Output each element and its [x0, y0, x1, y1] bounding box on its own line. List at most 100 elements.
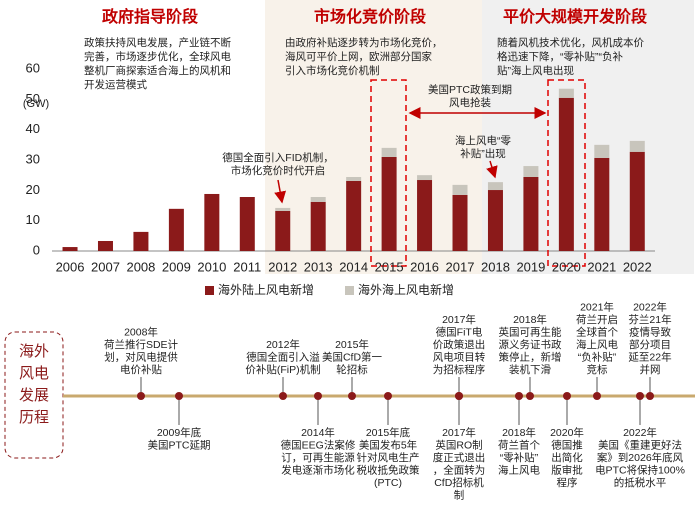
event-text: 2009年底: [157, 426, 202, 439]
annotation: 海上风电“零: [455, 134, 511, 147]
event-text: 轮招标: [336, 363, 368, 376]
event-text: 2020年: [550, 426, 584, 439]
event-text: 发电逐渐市场化: [281, 463, 355, 476]
event-text: 源义务证书政: [499, 338, 562, 351]
phase-text: 开发运营模式: [84, 78, 147, 91]
event-text: 2014年: [301, 426, 335, 439]
event-text: 2018年: [513, 313, 547, 326]
event-dot: [636, 392, 644, 400]
y-tick-label: 50: [26, 91, 40, 106]
timeline-title: 风电: [19, 365, 49, 382]
event-text: 德国全面引入溢: [246, 350, 320, 363]
bar: [381, 147, 397, 157]
event-text: 策停止，新增: [499, 350, 562, 363]
bar: [168, 208, 184, 251]
y-tick-label: 0: [33, 242, 40, 257]
x-tick-label: 2016: [410, 259, 439, 274]
event-dot: [455, 392, 463, 400]
bar: [629, 151, 645, 251]
timeline-title: 发展: [19, 387, 49, 404]
arrow: [486, 160, 498, 179]
event-text: 荷兰开启: [576, 313, 618, 326]
x-tick-label: 2006: [56, 259, 85, 274]
x-tick-label: 2021: [587, 259, 616, 274]
y-tick-label: 60: [26, 60, 40, 75]
event-dot: [137, 392, 145, 400]
event-text: 2017年: [442, 313, 476, 326]
bar: [487, 190, 503, 251]
phase-title: 市场化竞价阶段: [314, 7, 427, 26]
event-dot: [563, 392, 571, 400]
annotation: 美国PTC政策到期: [428, 83, 512, 96]
event-dot: [348, 392, 356, 400]
legend-label: 海外陆上风电新增: [218, 282, 314, 297]
phase-title: 政府指导阶段: [102, 7, 199, 26]
event-text: 德国EEG法案修: [281, 438, 356, 451]
bar: [523, 166, 539, 177]
y-tick-label: 20: [26, 182, 40, 197]
bar: [594, 144, 610, 158]
event-text: 海上风电: [576, 338, 618, 351]
bar: [62, 247, 78, 251]
phase-text: 政策扶持风电发展，产业链不断: [84, 36, 231, 49]
bar: [417, 180, 433, 251]
bar: [346, 176, 362, 181]
event-text: 延至22年: [628, 350, 671, 363]
event-text: 德国推: [551, 438, 583, 451]
event-dot: [175, 392, 183, 400]
phase-bg: [265, 0, 482, 274]
event-text: 2008年: [124, 325, 158, 338]
event-text: 针对风电生产: [357, 451, 420, 464]
event-dot: [515, 392, 523, 400]
event-text: 部分项目: [629, 338, 671, 351]
x-tick-label: 2014: [339, 259, 368, 274]
event-text: 风电项目转: [433, 350, 486, 363]
phase-text: 随着风机技术优化，风机成本价: [497, 36, 644, 49]
event-text: 德国FiT电: [436, 325, 483, 338]
x-tick-label: 2008: [126, 259, 155, 274]
phase-text: 贴”海上风电出现: [497, 64, 574, 77]
event-dot: [314, 392, 322, 400]
event-text: 2012年: [266, 338, 300, 351]
event-text: 版审批: [551, 463, 583, 476]
event-text: 划，对风电提供: [104, 350, 178, 363]
x-tick-label: 2013: [304, 259, 333, 274]
x-tick-label: 2011: [233, 259, 261, 274]
annotation: 风电抢装: [449, 96, 491, 109]
y-axis-label: (GW): [23, 98, 49, 110]
legend-swatch: [205, 286, 214, 295]
legend-swatch: [345, 286, 354, 295]
annotation: 市场化竞价时代开启: [231, 164, 326, 177]
bar: [629, 140, 645, 152]
bar: [558, 88, 574, 98]
x-tick-label: 2010: [197, 259, 226, 274]
phase-text: 格迅速下降，“零补贴”“负补: [497, 50, 623, 63]
event-text: 2015年: [335, 338, 369, 351]
x-tick-label: 2007: [91, 259, 120, 274]
event-text: 2022年: [623, 426, 657, 439]
event-text: “零补贴”: [500, 451, 539, 464]
bar: [452, 184, 468, 195]
y-tick-label: 10: [26, 212, 40, 227]
event-text: 2021年: [580, 300, 614, 313]
event-text: 2017年: [442, 426, 476, 439]
event-text: 税收抵免政策: [357, 463, 420, 476]
event-text: CfD招标机: [434, 476, 484, 489]
bar: [346, 180, 362, 251]
bar: [133, 231, 149, 251]
phase-title: 平价大规模开发阶段: [503, 7, 648, 26]
event-text: 为招标程序: [433, 363, 486, 376]
x-tick-label: 2019: [516, 259, 545, 274]
bar: [417, 175, 433, 181]
event-text: 海上风电: [498, 463, 540, 476]
event-text: 度正式退出: [433, 451, 486, 464]
bar: [275, 207, 291, 211]
event-text: 案》到2026年底风: [597, 451, 684, 464]
event-dot: [646, 392, 654, 400]
bar: [310, 197, 326, 202]
event-text: 疫情导致: [629, 325, 671, 338]
event-text: ，全面转为: [433, 463, 486, 476]
bar: [452, 194, 468, 251]
event-dot: [279, 392, 287, 400]
